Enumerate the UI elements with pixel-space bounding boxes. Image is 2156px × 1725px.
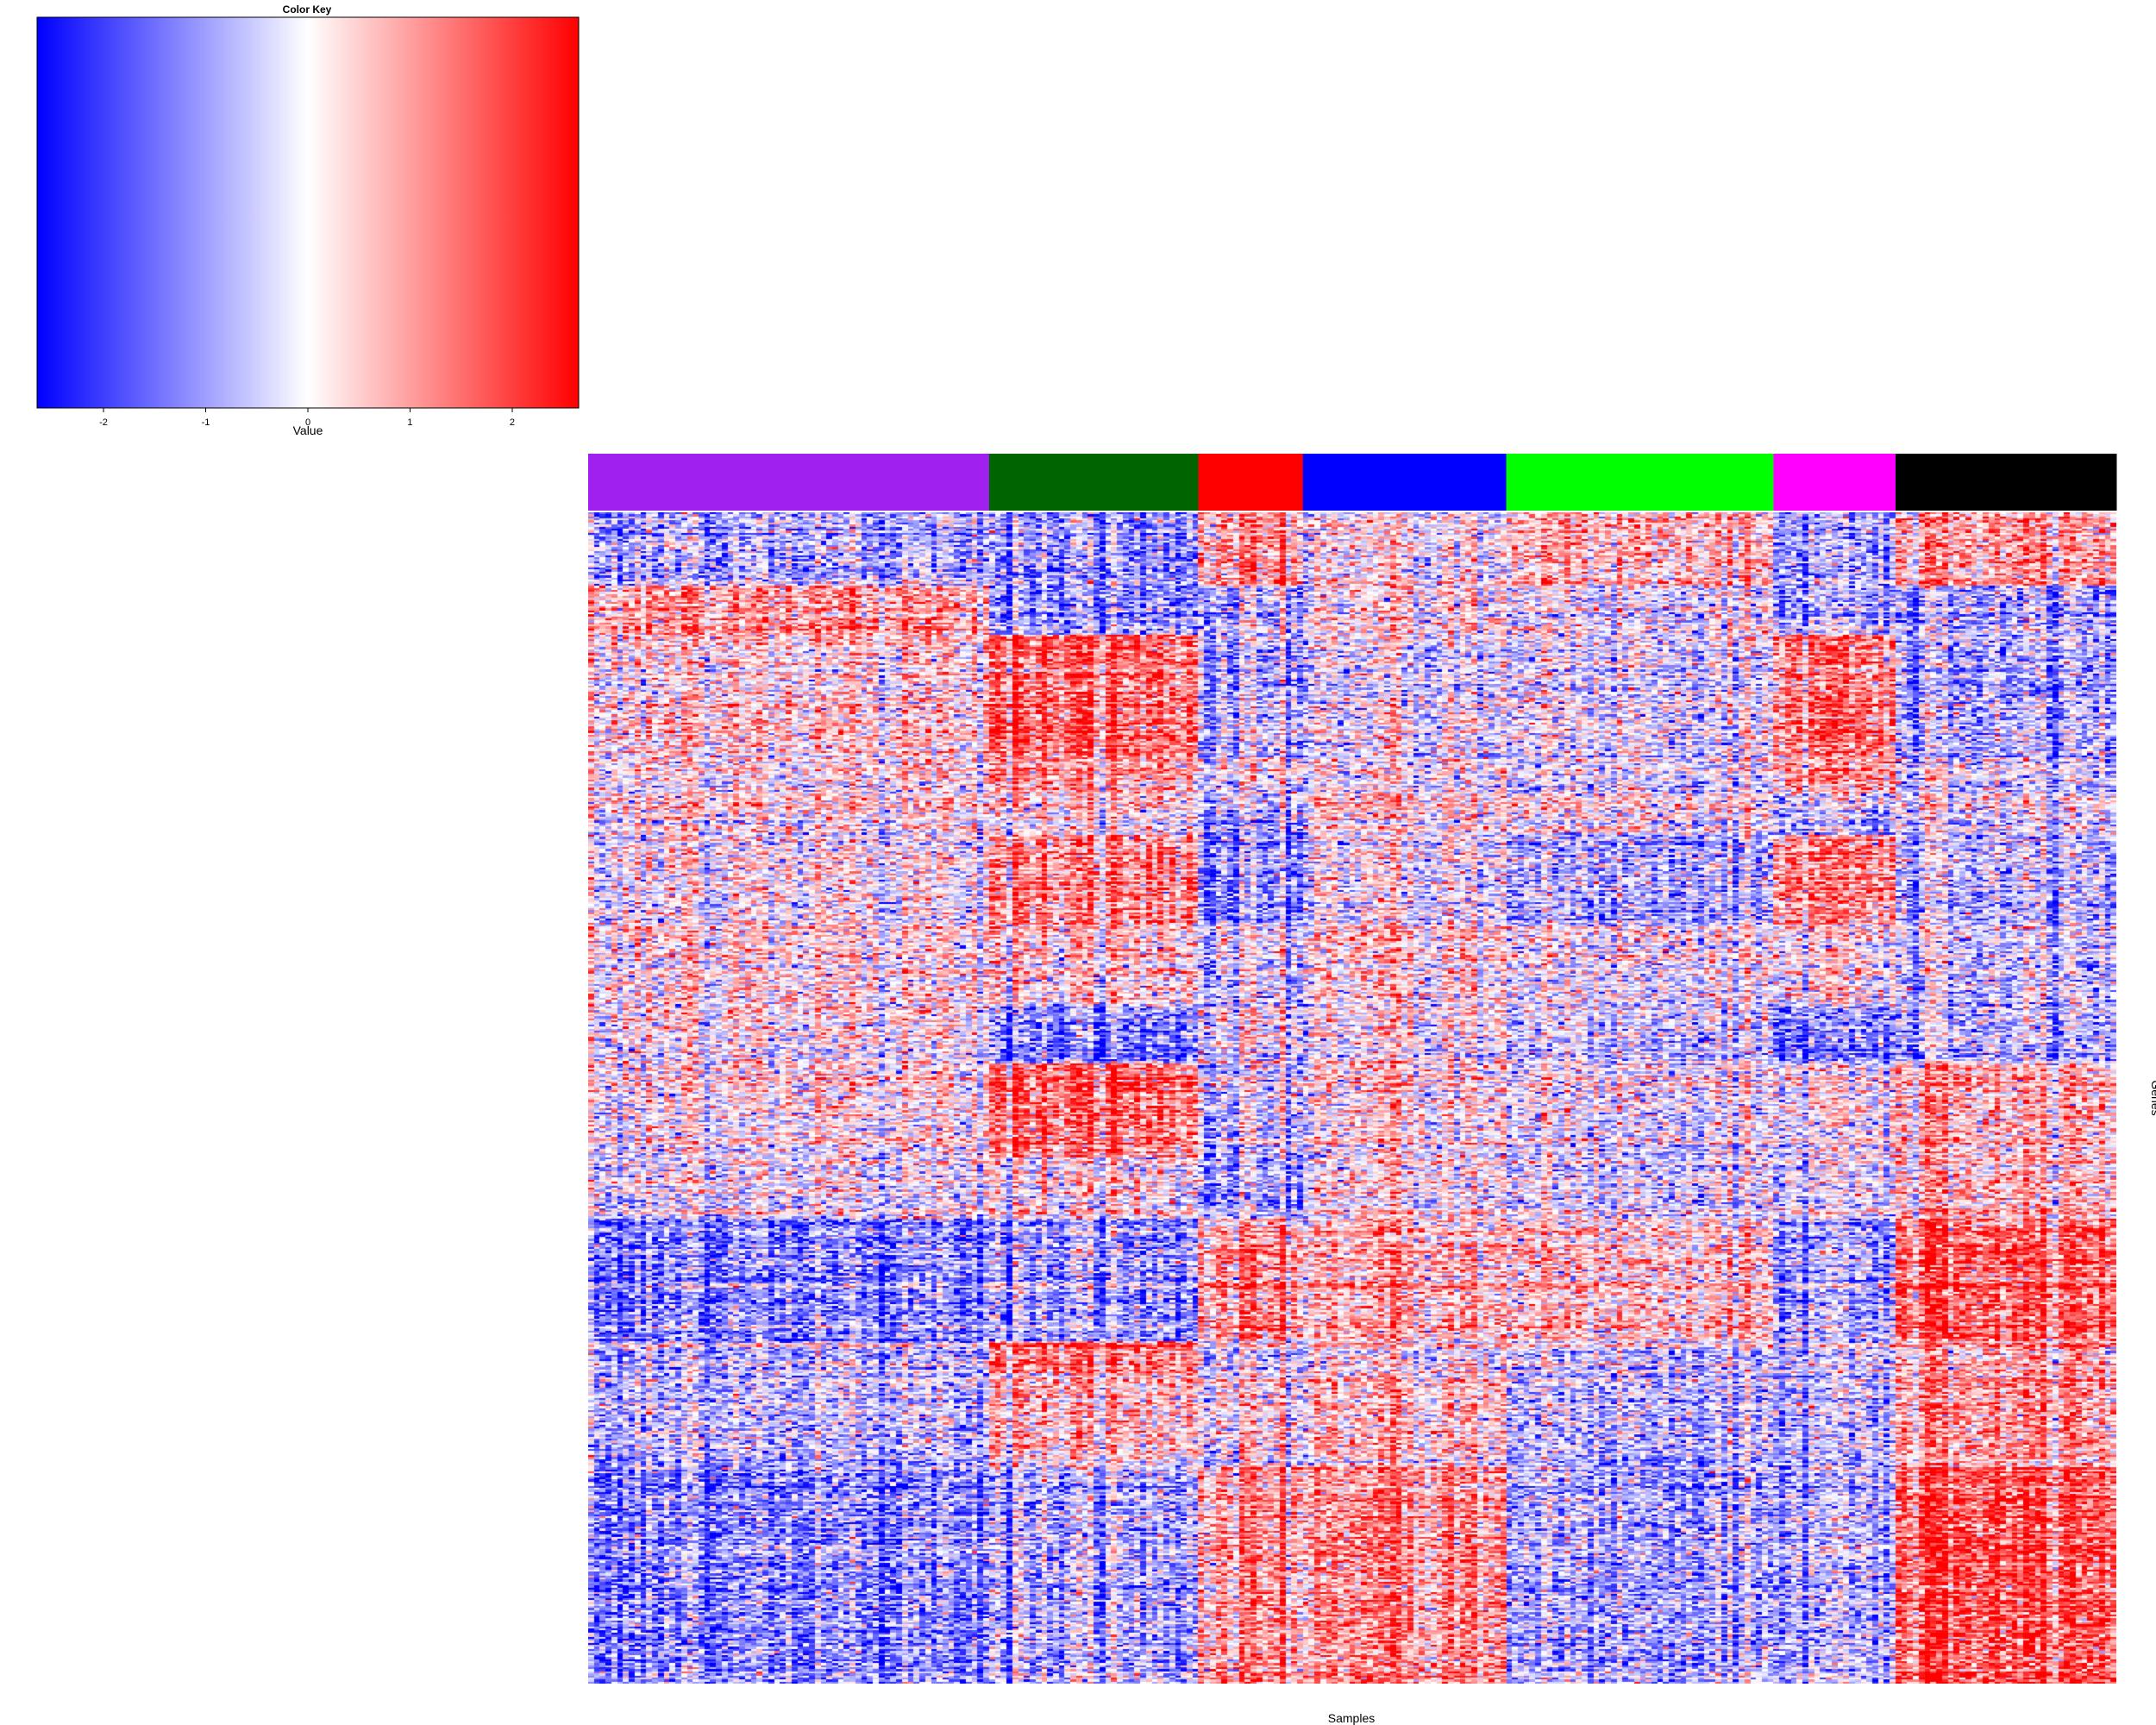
sample-group-bar <box>1302 454 1507 511</box>
sample-group-bar <box>1506 454 1774 511</box>
heatmap-matrix <box>588 512 2116 1684</box>
sample-group-bar <box>588 454 990 511</box>
color-key-ticks: -2 -1 0 1 2 <box>99 408 515 428</box>
color-key-tick-label: 0 <box>305 417 310 428</box>
color-key-tick-label: -1 <box>202 417 210 428</box>
sample-group-bar <box>988 454 1199 511</box>
x-axis-label: Samples <box>1328 1711 1375 1725</box>
color-key-tick-label: -2 <box>99 417 108 428</box>
sample-group-bar <box>1773 454 1896 511</box>
sample-group-sidebar <box>588 454 2117 511</box>
color-key-tick-label: 2 <box>510 417 515 428</box>
color-key-label: Value <box>293 423 323 437</box>
sample-group-bar <box>1198 454 1304 511</box>
color-key-title: Color Key <box>283 3 332 16</box>
color-key: Color Key -2 -1 0 1 2 Value <box>36 3 580 437</box>
sample-group-bar <box>1895 454 2117 511</box>
color-key-tick-label: 1 <box>407 417 412 428</box>
color-key-gradient <box>36 16 580 409</box>
y-axis-label: Genes <box>2149 1080 2156 1115</box>
